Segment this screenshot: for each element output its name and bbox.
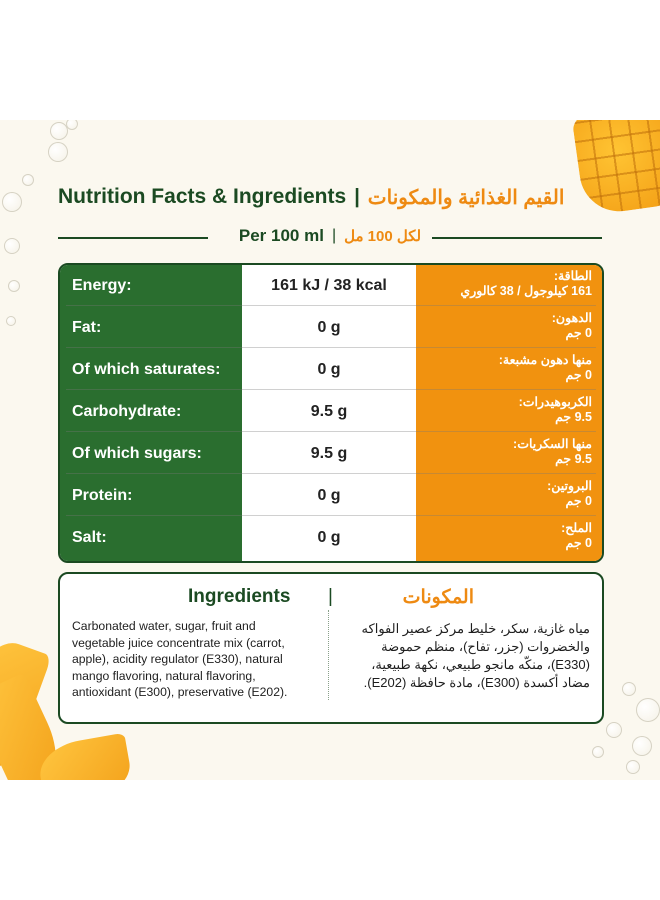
nutrient-label-arabic: الكربوهيدرات: [518, 395, 592, 409]
table-row: Fat: 0 g الدهون: 0 جم [60, 307, 602, 348]
title-english: Nutrition Facts & Ingredients [58, 185, 347, 208]
nutrition-table: Energy: 161 kJ / 38 kcal الطاقة: 161 كيلو… [58, 263, 604, 563]
serving-size-english: Per 100 ml [230, 226, 324, 246]
serving-size-arabic: لكل 100 مل [344, 227, 430, 245]
divider-line [432, 237, 602, 239]
bubble-decoration [632, 736, 652, 756]
nutrient-arabic: الملح: 0 جم [422, 521, 592, 551]
ingredients-line-arabic: والخضروات (جزر، تفاح)، منظم حموضة [381, 639, 590, 654]
nutrient-label-arabic: الدهون: [551, 311, 592, 325]
english-label-column [60, 265, 242, 561]
table-row: Carbohydrate: 9.5 g الكربوهيدرات: 9.5 جم [60, 391, 602, 432]
title-separator: | [354, 185, 360, 208]
nutrient-value-arabic: 0 جم [565, 326, 592, 340]
nutrient-value-arabic: 0 جم [565, 368, 592, 382]
page-title: Nutrition Facts & Ingredients | القيم ال… [58, 182, 608, 212]
nutrient-arabic: الكربوهيدرات: 9.5 جم [422, 395, 592, 425]
arabic-label-column [416, 265, 602, 561]
bubble-decoration [6, 316, 16, 326]
nutrient-arabic: البروتين: 0 جم [422, 479, 592, 509]
nutrient-arabic: الدهون: 0 جم [422, 311, 592, 341]
table-row: Of which sugars: 9.5 g منها السكريات: 9.5… [60, 433, 602, 474]
bubble-decoration [50, 122, 68, 140]
nutrient-value: 0 g [317, 529, 341, 546]
ingredients-line: vegetable juice concentrate mix (carrot, [72, 635, 285, 650]
bubble-decoration [592, 746, 604, 758]
table-row: Energy: 161 kJ / 38 kcal الطاقة: 161 كيلو… [60, 265, 602, 306]
nutrient-label: Of which saturates: [72, 361, 221, 378]
bubble-decoration [636, 698, 660, 722]
nutrient-label: Of which sugars: [72, 445, 202, 462]
bubble-decoration [606, 722, 622, 738]
bubble-decoration [626, 760, 640, 774]
nutrient-label-arabic: البروتين: [547, 479, 592, 493]
nutrient-value: 9.5 g [310, 445, 348, 462]
nutrient-value-arabic: 161 كيلوجول / 38 كالوري [460, 284, 592, 298]
nutrient-arabic: منها السكريات: 9.5 جم [422, 437, 592, 467]
nutrient-label: Carbohydrate: [72, 403, 182, 420]
ingredients-line-arabic: (E330)، منكّه مانجو طبيعي، نكهة طبيعية، [371, 657, 590, 672]
ingredients-box: Ingredients | المكونات Carbonated water,… [58, 572, 604, 724]
nutrient-value-arabic: 0 جم [565, 536, 592, 550]
nutrient-value-arabic: 9.5 جم [555, 452, 592, 466]
bubble-decoration [4, 238, 20, 254]
nutrition-panel: Nutrition Facts & Ingredients | القيم ال… [0, 120, 660, 780]
table-row: Of which saturates: 0 g منها دهون مشبعة:… [60, 349, 602, 390]
bubble-decoration [66, 120, 78, 130]
ingredients-divider [328, 610, 329, 700]
nutrient-value: 9.5 g [310, 403, 348, 420]
nutrient-label: Energy: [72, 277, 132, 294]
nutrient-value-arabic: 0 جم [565, 494, 592, 508]
nutrient-label-arabic: الملح: [561, 521, 592, 535]
nutrient-value-arabic: 9.5 جم [555, 410, 592, 424]
ingredients-text-english: Carbonated water, sugar, fruit and veget… [72, 618, 322, 701]
serving-size-row: Per 100 ml | لكل 100 مل [58, 226, 602, 250]
ingredients-line-arabic: مضاد أكسدة (E300)، مادة حافظة (E202). [363, 675, 590, 690]
nutrient-label: Fat: [72, 319, 102, 336]
nutrient-value: 0 g [317, 361, 341, 378]
table-row: Protein: 0 g البروتين: 0 جم [60, 475, 602, 516]
table-row: Salt: 0 g الملح: 0 جم [60, 517, 602, 558]
nutrient-label: Protein: [72, 487, 133, 504]
ingredients-heading-arabic: المكونات [402, 587, 474, 608]
ingredients-line: apple), acidity regulator (E330), natura… [72, 652, 283, 667]
ingredients-line: Carbonated water, sugar, fruit and [72, 619, 256, 633]
ingredients-heading-english: Ingredients [188, 586, 291, 607]
nutrient-value: 0 g [317, 319, 341, 336]
nutrient-value: 0 g [317, 487, 341, 504]
divider-line [58, 237, 208, 239]
bubble-decoration [2, 192, 22, 212]
nutrient-label-arabic: منها السكريات: [513, 437, 592, 451]
bubble-decoration [622, 682, 636, 696]
ingredients-line: antioxidant (E300), preservative (E202). [72, 685, 288, 700]
ingredients-text-arabic: مياه غازية، سكر، خليط مركز عصير الفواكه … [332, 620, 590, 692]
bubble-decoration [22, 174, 34, 186]
nutrient-label-arabic: منها دهون مشبعة: [498, 353, 592, 367]
bubble-decoration [48, 142, 68, 162]
ingredients-line-arabic: مياه غازية، سكر، خليط مركز عصير الفواكه [361, 621, 590, 636]
ingredients-line: mango flavoring, natural flavoring, [72, 668, 256, 683]
ingredients-separator: | [328, 586, 333, 607]
nutrient-value: 161 kJ / 38 kcal [271, 277, 387, 294]
nutrient-label: Salt: [72, 529, 107, 546]
title-arabic: القيم الغذائية والمكونات [367, 186, 565, 209]
serving-separator: | [331, 227, 337, 245]
bubble-decoration [8, 280, 20, 292]
nutrient-label-arabic: الطاقة: [553, 269, 592, 283]
nutrient-arabic: الطاقة: 161 كيلوجول / 38 كالوري [422, 269, 592, 299]
nutrient-arabic: منها دهون مشبعة: 0 جم [422, 353, 592, 383]
